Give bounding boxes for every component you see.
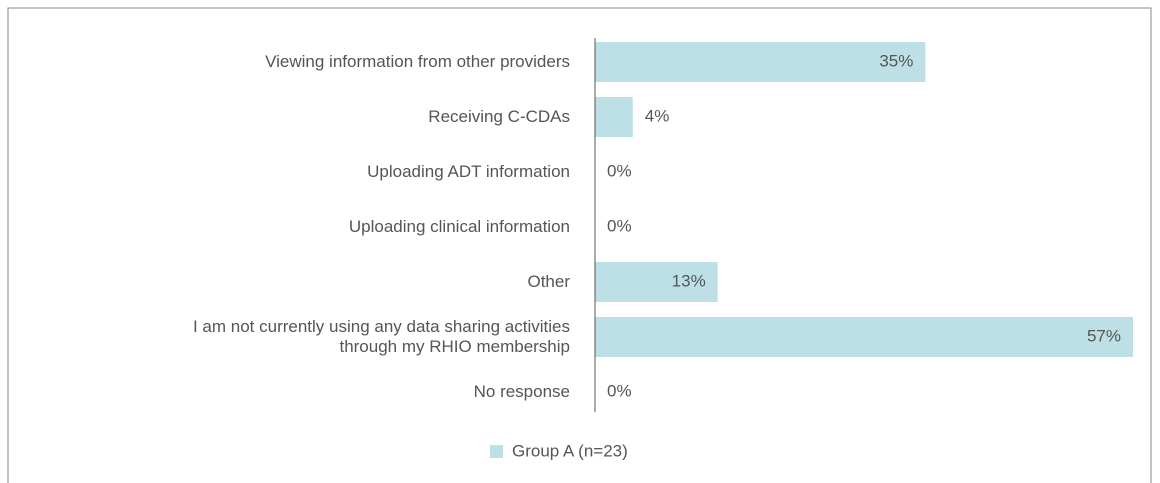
category-label: Uploading ADT information — [367, 162, 570, 181]
legend-swatch — [490, 445, 503, 458]
value-label: 0% — [607, 216, 632, 235]
value-label: 4% — [645, 106, 670, 125]
bar — [595, 97, 633, 137]
category-label: Viewing information from other providers — [265, 52, 570, 71]
category-label: No response — [473, 382, 570, 401]
bar — [595, 317, 1133, 357]
legend-label: Group A (n=23) — [512, 441, 628, 460]
category-label: Uploading clinical information — [348, 217, 570, 236]
bar — [595, 42, 926, 82]
category-label: I am not currently using any data sharin… — [192, 317, 570, 356]
value-label: 0% — [607, 161, 632, 180]
value-label: 35% — [879, 51, 913, 70]
value-label: 57% — [1087, 326, 1121, 345]
value-label: 0% — [607, 381, 632, 400]
category-label: Other — [527, 272, 570, 291]
frame — [7, 7, 1152, 483]
bar — [595, 262, 718, 302]
value-label: 13% — [672, 271, 706, 290]
category-label: Receiving C-CDAs — [428, 107, 570, 126]
